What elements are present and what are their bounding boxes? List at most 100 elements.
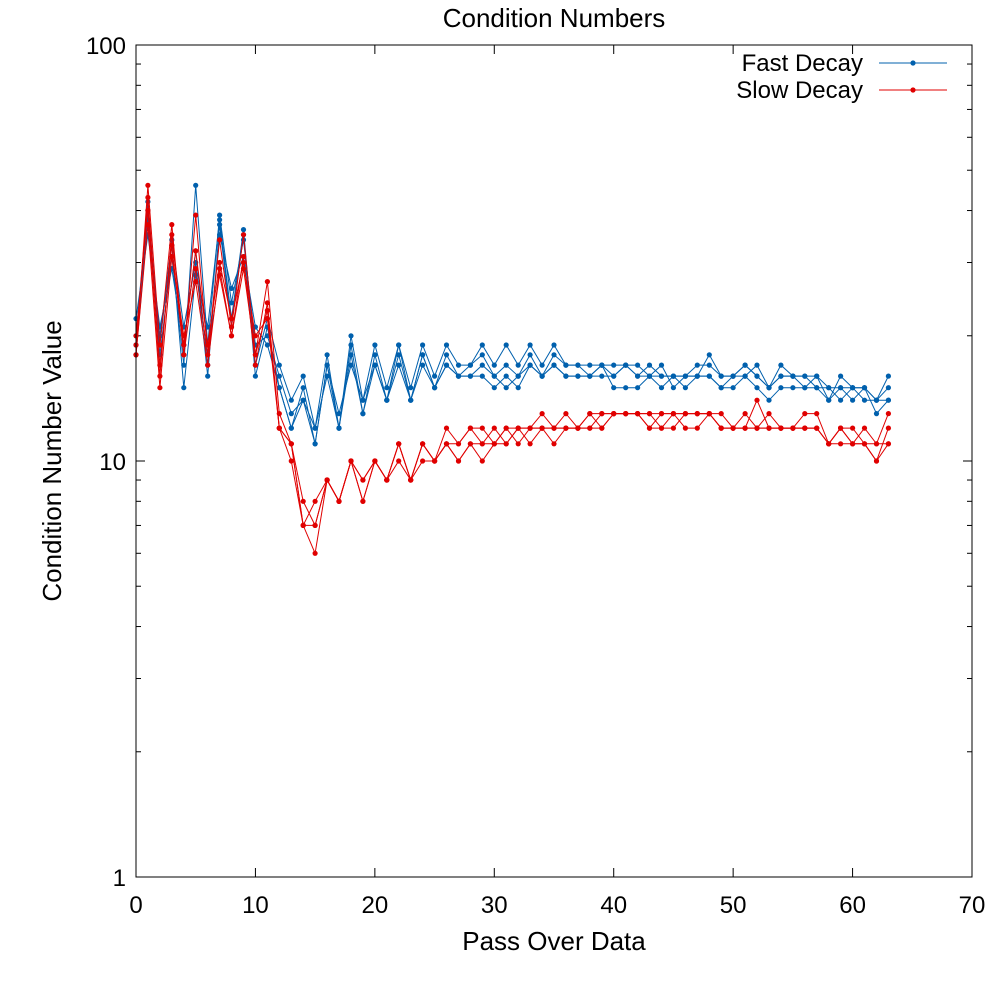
data-point xyxy=(766,425,772,431)
data-point xyxy=(443,342,450,348)
data-point xyxy=(838,373,844,379)
data-point xyxy=(372,362,378,368)
data-point xyxy=(635,362,641,368)
data-point xyxy=(288,411,294,417)
data-point xyxy=(228,285,235,291)
data-point xyxy=(885,441,892,447)
data-point xyxy=(479,352,485,358)
data-point xyxy=(217,212,223,218)
data-point xyxy=(491,425,497,431)
data-point xyxy=(443,425,450,431)
data-point xyxy=(491,362,497,368)
data-point xyxy=(408,477,414,483)
data-point xyxy=(861,385,868,391)
data-point xyxy=(443,362,450,368)
x-axis-label: Pass Over Data xyxy=(462,926,646,956)
data-point xyxy=(252,362,258,368)
legend-swatch-point xyxy=(910,60,916,66)
data-point xyxy=(455,362,462,368)
data-point xyxy=(420,458,426,464)
data-point xyxy=(599,362,605,368)
data-point xyxy=(503,342,509,348)
data-point xyxy=(300,498,306,504)
data-point xyxy=(491,373,497,379)
data-point xyxy=(455,441,462,447)
data-point xyxy=(467,425,473,431)
data-point xyxy=(169,222,175,228)
x-tick-label: 60 xyxy=(839,892,866,919)
data-point xyxy=(157,385,163,391)
data-point xyxy=(814,373,820,379)
data-point xyxy=(778,425,784,431)
data-point xyxy=(479,362,485,368)
data-point xyxy=(563,411,569,417)
data-point xyxy=(742,425,748,431)
data-point xyxy=(312,441,318,447)
data-point xyxy=(587,425,593,431)
data-point xyxy=(312,425,318,431)
data-point xyxy=(539,411,545,417)
data-point xyxy=(360,498,366,504)
data-point xyxy=(527,425,533,431)
data-point xyxy=(850,441,856,447)
data-point xyxy=(420,441,426,447)
data-point xyxy=(420,362,426,368)
data-point xyxy=(288,441,294,447)
data-point xyxy=(694,362,700,368)
data-point xyxy=(169,232,175,238)
data-point xyxy=(384,477,390,483)
series-1 xyxy=(133,217,892,431)
data-point xyxy=(193,212,199,218)
data-point xyxy=(587,362,593,368)
data-point xyxy=(873,441,880,447)
data-point xyxy=(599,411,605,417)
data-point xyxy=(264,300,270,306)
data-point xyxy=(682,411,689,417)
data-point xyxy=(754,397,760,403)
data-point xyxy=(766,411,772,417)
data-point xyxy=(503,362,509,368)
data-point xyxy=(885,425,892,431)
data-point xyxy=(240,254,247,260)
data-point xyxy=(288,397,294,403)
data-point xyxy=(861,397,868,403)
data-point xyxy=(300,373,306,379)
data-point xyxy=(838,441,844,447)
data-point xyxy=(479,458,485,464)
data-point xyxy=(205,373,211,379)
legend-swatch-point xyxy=(910,87,916,93)
data-point xyxy=(479,342,485,348)
data-point xyxy=(611,385,617,391)
series-line xyxy=(135,224,889,527)
data-point xyxy=(240,232,247,238)
data-point xyxy=(228,316,235,322)
data-point xyxy=(646,425,653,431)
x-tick-label: 70 xyxy=(959,892,986,919)
data-point xyxy=(826,385,832,391)
x-tick-label: 30 xyxy=(481,892,508,919)
data-point xyxy=(396,352,402,358)
data-point xyxy=(276,425,282,431)
data-point xyxy=(635,411,641,417)
data-point xyxy=(455,458,462,464)
data-point xyxy=(861,425,868,431)
data-point xyxy=(850,397,856,403)
data-point xyxy=(802,425,808,431)
data-point xyxy=(611,411,617,417)
data-point xyxy=(802,411,808,417)
data-point xyxy=(539,373,545,379)
data-point xyxy=(646,373,653,379)
data-point xyxy=(276,385,282,391)
series-line xyxy=(135,210,889,430)
series-4 xyxy=(133,207,892,431)
data-point xyxy=(766,397,772,403)
data-point xyxy=(838,397,844,403)
data-point xyxy=(635,385,641,391)
data-point xyxy=(838,385,844,391)
data-point xyxy=(193,266,199,272)
x-tick-label: 20 xyxy=(362,892,389,919)
data-point xyxy=(742,362,748,368)
data-point xyxy=(360,411,366,417)
data-point xyxy=(515,441,521,447)
